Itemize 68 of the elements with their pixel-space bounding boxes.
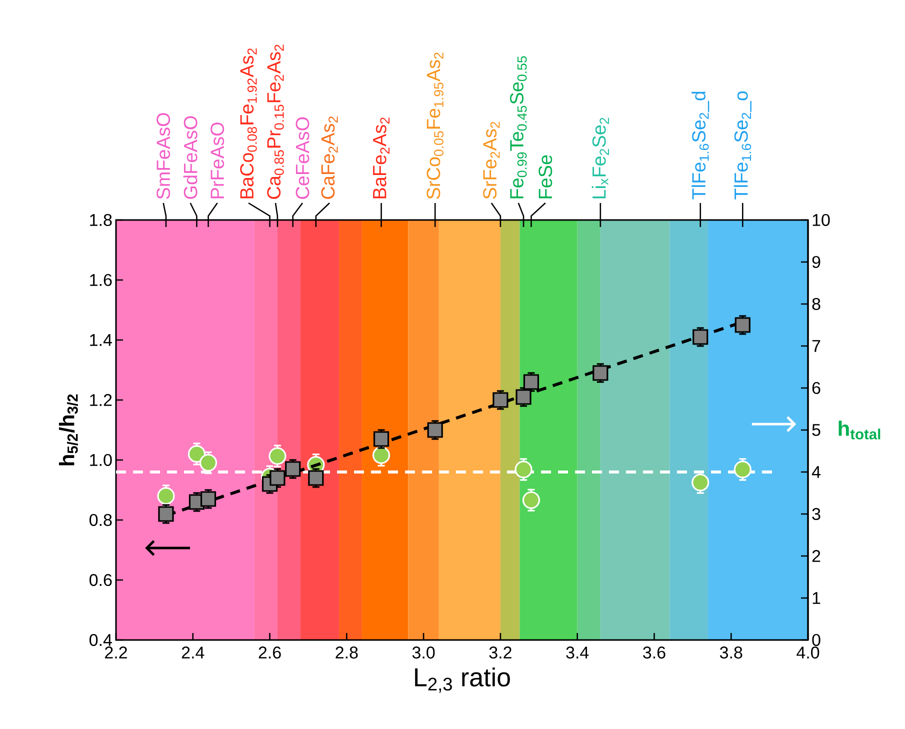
annotation: TlFe$_{1.6}$Se$_{2}$_o [734, 91, 752, 200]
annotation: CeFeAsO [296, 117, 310, 199]
annotation: Fe$_{0.99}$Te$_{0.45}$Se$_{0.55}$ [510, 56, 527, 198]
point [158, 506, 174, 522]
y-tick-label: 1.2 [90, 394, 112, 406]
point [592, 365, 608, 381]
point [692, 474, 710, 492]
y2-tick-label: 0 [812, 634, 820, 646]
point [734, 317, 750, 333]
y-axis-title: h$_{5/2}$/h$_{3/2}$ [58, 394, 78, 466]
y-tick-label: 1.4 [90, 334, 112, 346]
x-tick-label: 3.6 [643, 646, 666, 659]
point [522, 491, 540, 509]
point [373, 431, 390, 447]
annotation: PrFeAsO [210, 122, 224, 198]
x-axis-title: L$_{2,3}$ ratio [415, 667, 510, 693]
y-tick-label: 1.0 [90, 454, 112, 466]
y-tick-label: 0.8 [89, 514, 112, 526]
y-tick-label: 1.6 [90, 274, 112, 286]
point [200, 491, 216, 507]
annotation: GdFeAsO [183, 116, 198, 199]
point [157, 487, 175, 505]
y-tick-label: 0.4 [89, 634, 112, 646]
x-tick-label: 3.8 [720, 646, 742, 659]
point [308, 470, 324, 486]
x-tick-label: 3.0 [412, 646, 435, 659]
annotation: SrCo$_{0.05}$Fe$_{1.95}$As$_{2}$ [426, 52, 444, 199]
y2-tick-label: 3 [812, 508, 820, 520]
y2-tick-label: 1 [812, 592, 820, 604]
annotation: CaFe$_{2}$As$_{2}$ [321, 116, 338, 199]
annotation: BaFe$_{2}$As$_{2}$ [373, 118, 390, 198]
point [492, 392, 508, 408]
point [692, 329, 708, 345]
x-tick-label: 3.4 [566, 646, 589, 659]
x-tick-label: 2.8 [336, 646, 358, 659]
x-tick-label: 2.4 [182, 646, 204, 658]
x-tick-label: 2.6 [258, 646, 281, 659]
x-tick-label: 3.2 [489, 646, 512, 659]
point [268, 447, 286, 465]
point [734, 460, 752, 478]
point [188, 445, 206, 463]
y-tick-label: 1.8 [90, 214, 112, 226]
point [372, 446, 390, 464]
y2-tick-label: 9 [812, 256, 820, 268]
annotation: SrFe$_{2}$As$_{2}$ [483, 122, 500, 199]
point [523, 374, 540, 390]
x-tick-label: 2.2 [105, 646, 127, 658]
y2-tick-label: 8 [812, 298, 820, 310]
annotation: TlFe$_{1.6}$Se$_{2}$_d [692, 92, 710, 200]
y2-axis-title: h$_{total}$ [838, 420, 880, 440]
point [427, 422, 443, 438]
annotation: Ca$_{0.85}$Pr$_{0.15}$Fe$_{2}$As$_{2}$ [267, 44, 284, 199]
annotation: Li$_{x}$Fe$_{2}$Se$_{2}$ [592, 118, 609, 198]
y2-tick-label: 10 [812, 214, 830, 226]
annotation: SmFeAsO [156, 113, 170, 199]
y2-tick-label: 7 [812, 340, 820, 352]
annotation: FeSe [538, 155, 552, 198]
point [285, 461, 301, 477]
point [199, 454, 218, 472]
y2-tick-label: 4 [812, 466, 820, 478]
point [516, 389, 532, 405]
point [514, 460, 532, 478]
x-tick-label: 4.0 [796, 646, 820, 659]
y-tick-label: 0.6 [89, 574, 112, 586]
y2-tick-label: 2 [812, 550, 820, 562]
annotation: BaCo$_{0.08}$Fe$_{1.92}$As$_{2}$ [240, 48, 257, 198]
y2-tick-label: 5 [812, 424, 820, 436]
y2-tick-label: 6 [812, 382, 820, 394]
